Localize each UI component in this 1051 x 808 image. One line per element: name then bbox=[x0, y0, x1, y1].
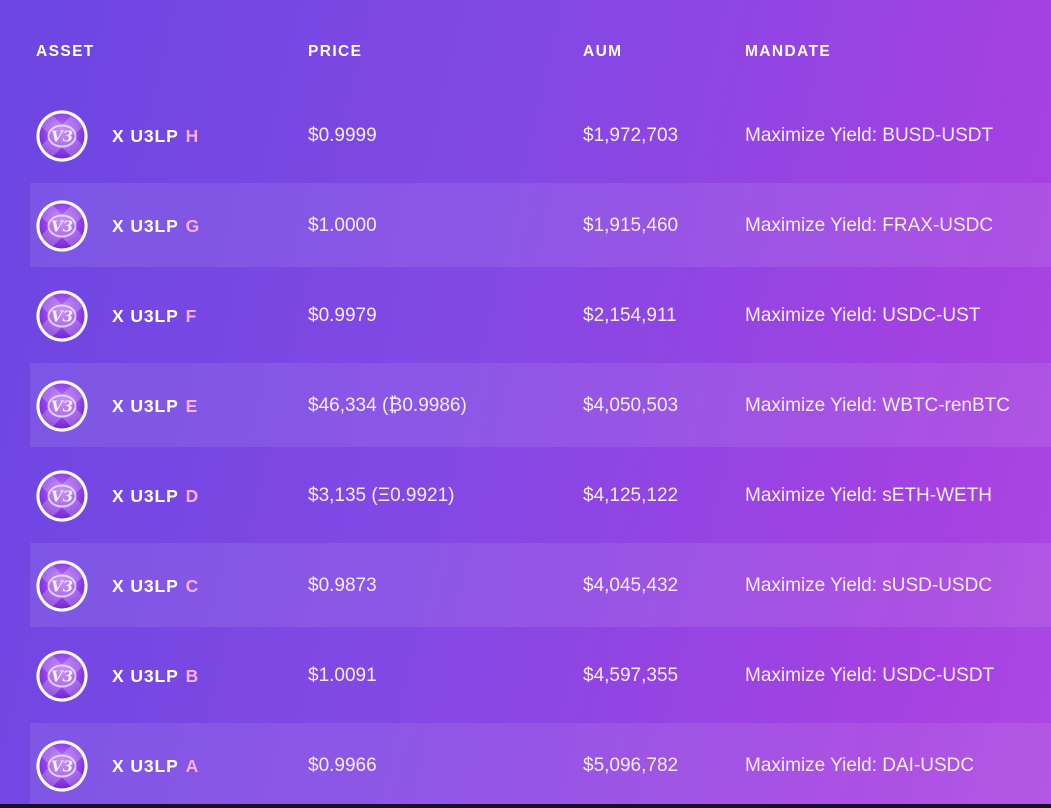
asset-cell: V3 X U3LP C bbox=[36, 560, 308, 612]
asset-name: X U3LP H bbox=[112, 126, 199, 147]
asset-name: X U3LP G bbox=[112, 216, 200, 237]
table-row[interactable]: V3 X U3LP E $46,334 (₿0.9986) $4,050,503 … bbox=[0, 361, 1051, 451]
asset-name-letter: H bbox=[185, 125, 200, 146]
asset-mandate: Maximize Yield: sETH-WETH bbox=[745, 485, 993, 506]
asset-name-letter: A bbox=[185, 755, 200, 776]
asset-mandate: Maximize Yield: sUSD-USDC bbox=[745, 575, 993, 596]
asset-aum: $1,915,460 bbox=[583, 215, 679, 236]
asset-cell: V3 X U3LP E bbox=[36, 380, 308, 432]
table-row[interactable]: V3 X U3LP G $1.0000 $1,915,460 Maximize Y… bbox=[0, 181, 1051, 271]
asset-name: X U3LP B bbox=[112, 666, 199, 687]
asset-mandate: Maximize Yield: USDC-USDT bbox=[745, 665, 995, 686]
table-row[interactable]: V3 X U3LP B $1.0091 $4,597,355 Maximize Y… bbox=[0, 631, 1051, 721]
asset-name-prefix: X U3LP bbox=[112, 395, 179, 416]
asset-name-letter: E bbox=[185, 395, 199, 416]
v3-token-icon: V3 bbox=[36, 470, 88, 522]
asset-name-letter: C bbox=[185, 575, 200, 596]
table-row[interactable]: V3 X U3LP H $0.9999 $1,972,703 Maximize Y… bbox=[0, 91, 1051, 181]
asset-name-letter: D bbox=[185, 485, 200, 506]
asset-mandate: Maximize Yield: BUSD-USDT bbox=[745, 125, 994, 146]
asset-name-prefix: X U3LP bbox=[112, 305, 179, 326]
asset-cell: V3 X U3LP A bbox=[36, 740, 308, 792]
bottom-divider bbox=[0, 804, 1051, 808]
asset-mandate: Maximize Yield: USDC-UST bbox=[745, 305, 981, 326]
token-icon-glyph: V3 bbox=[51, 308, 73, 326]
token-icon-glyph: V3 bbox=[51, 758, 73, 776]
token-icon-glyph: V3 bbox=[51, 488, 73, 506]
asset-name: X U3LP E bbox=[112, 396, 198, 417]
asset-name: X U3LP F bbox=[112, 306, 197, 327]
asset-name-prefix: X U3LP bbox=[112, 755, 179, 776]
table-row[interactable]: V3 X U3LP D $3,135 (Ξ0.9921) $4,125,122 M… bbox=[0, 451, 1051, 541]
v3-token-icon: V3 bbox=[36, 380, 88, 432]
asset-name-letter: B bbox=[185, 665, 200, 686]
asset-aum: $4,045,432 bbox=[583, 575, 679, 596]
table-header: ASSET PRICE AUM MANDATE bbox=[0, 0, 1051, 91]
token-icon-glyph: V3 bbox=[51, 668, 73, 686]
asset-price: $0.9873 bbox=[308, 575, 377, 596]
asset-name-prefix: X U3LP bbox=[112, 125, 179, 146]
asset-name-prefix: X U3LP bbox=[112, 665, 179, 686]
asset-price: $1.0091 bbox=[308, 665, 377, 686]
column-header-asset: ASSET bbox=[36, 42, 95, 60]
table-row[interactable]: V3 X U3LP C $0.9873 $4,045,432 Maximize Y… bbox=[0, 541, 1051, 631]
asset-aum: $1,972,703 bbox=[583, 125, 679, 146]
v3-token-icon: V3 bbox=[36, 740, 88, 792]
table-row[interactable]: V3 X U3LP F $0.9979 $2,154,911 Maximize Y… bbox=[0, 271, 1051, 361]
asset-name-letter: F bbox=[185, 305, 198, 326]
asset-cell: V3 X U3LP D bbox=[36, 470, 308, 522]
column-header-price: PRICE bbox=[308, 42, 363, 60]
token-icon-glyph: V3 bbox=[51, 218, 73, 236]
token-icon-glyph: V3 bbox=[51, 128, 73, 146]
asset-aum: $2,154,911 bbox=[583, 305, 677, 326]
asset-aum: $4,597,355 bbox=[583, 665, 679, 686]
asset-name: X U3LP A bbox=[112, 756, 199, 777]
asset-mandate: Maximize Yield: WBTC-renBTC bbox=[745, 395, 1010, 416]
asset-cell: V3 X U3LP B bbox=[36, 650, 308, 702]
asset-price: $3,135 (Ξ0.9921) bbox=[308, 485, 455, 506]
asset-cell: V3 X U3LP F bbox=[36, 290, 308, 342]
v3-token-icon: V3 bbox=[36, 110, 88, 162]
asset-price: $0.9979 bbox=[308, 305, 377, 326]
v3-token-icon: V3 bbox=[36, 650, 88, 702]
asset-aum: $4,125,122 bbox=[583, 485, 679, 506]
v3-token-icon: V3 bbox=[36, 560, 88, 612]
asset-name-prefix: X U3LP bbox=[112, 575, 179, 596]
asset-name-letter: G bbox=[185, 215, 201, 236]
asset-aum: $4,050,503 bbox=[583, 395, 679, 416]
asset-name: X U3LP D bbox=[112, 486, 199, 507]
asset-name-prefix: X U3LP bbox=[112, 485, 179, 506]
asset-mandate: Maximize Yield: FRAX-USDC bbox=[745, 215, 994, 236]
v3-token-icon: V3 bbox=[36, 200, 88, 252]
asset-mandate: Maximize Yield: DAI-USDC bbox=[745, 755, 975, 776]
asset-name-prefix: X U3LP bbox=[112, 215, 179, 236]
asset-name: X U3LP C bbox=[112, 576, 199, 597]
token-icon-glyph: V3 bbox=[51, 398, 73, 416]
asset-cell: V3 X U3LP G bbox=[36, 200, 308, 252]
asset-price: $46,334 (₿0.9986) bbox=[308, 395, 467, 416]
v3-token-icon: V3 bbox=[36, 290, 88, 342]
asset-aum: $5,096,782 bbox=[583, 755, 679, 776]
asset-price: $0.9966 bbox=[308, 755, 377, 776]
asset-cell: V3 X U3LP H bbox=[36, 110, 308, 162]
table-row[interactable]: V3 X U3LP A $0.9966 $5,096,782 Maximize Y… bbox=[0, 721, 1051, 808]
asset-table-body: V3 X U3LP H $0.9999 $1,972,703 Maximize Y… bbox=[0, 91, 1051, 808]
asset-price: $1.0000 bbox=[308, 215, 377, 236]
token-icon-glyph: V3 bbox=[51, 578, 73, 596]
asset-price: $0.9999 bbox=[308, 125, 377, 146]
column-header-aum: AUM bbox=[583, 42, 623, 60]
column-header-mandate: MANDATE bbox=[745, 42, 832, 60]
